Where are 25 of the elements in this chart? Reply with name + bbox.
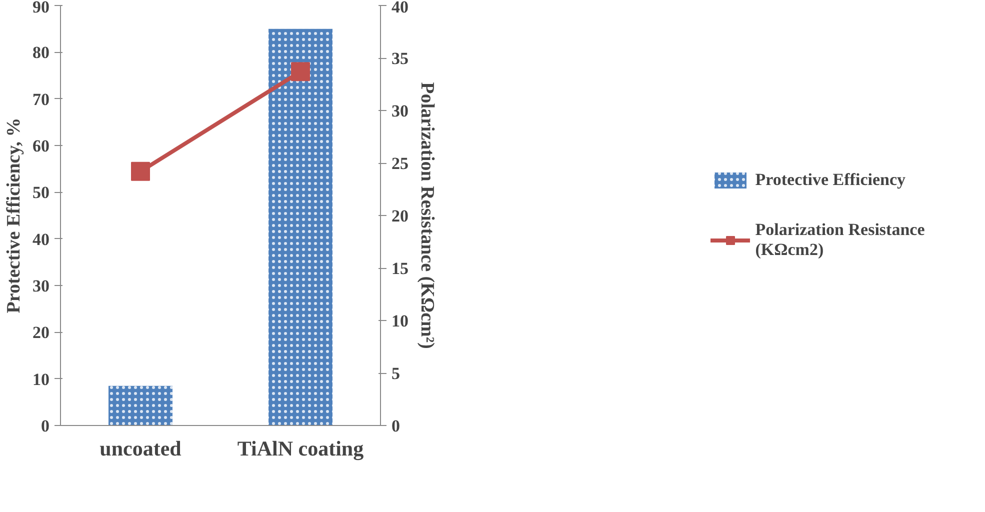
y2-tick-label: 0 (392, 416, 400, 436)
y-tick-label: 40 (32, 230, 50, 249)
y2-axis-title: Polarization Resistance (KΩcm²) (416, 82, 438, 349)
y-tick-label: 0 (41, 416, 50, 436)
y2-tick-label: 30 (392, 102, 408, 120)
y2-tick-label: 25 (392, 154, 408, 173)
x-tick-label: uncoated (100, 436, 182, 460)
y2-tick-label: 20 (392, 206, 408, 226)
y-axis-title: Protective Efficiency, % (4, 118, 24, 314)
y-tick-label: 30 (32, 276, 50, 296)
x-tick-label: TiAlN coating (237, 436, 364, 460)
y-tick-label: 10 (32, 370, 50, 389)
y-tick-label: 80 (32, 43, 50, 62)
y-tick-label: 50 (32, 183, 50, 202)
legend-label: Protective Efficiency (755, 170, 906, 190)
y-tick-label: 70 (32, 90, 50, 109)
y2-tick-label: 40 (392, 0, 408, 16)
y2-tick-label: 10 (392, 312, 408, 330)
y2-tick-label: 35 (392, 49, 408, 68)
y-tick-label: 90 (32, 0, 50, 16)
y-tick-label: 20 (32, 323, 50, 342)
y2-tick-label: 15 (392, 259, 408, 278)
legend-label: Polarization Resistance (KΩcm2) (755, 220, 925, 260)
y-tick-label: 60 (32, 136, 50, 156)
y2-tick-label: 5 (392, 364, 400, 383)
